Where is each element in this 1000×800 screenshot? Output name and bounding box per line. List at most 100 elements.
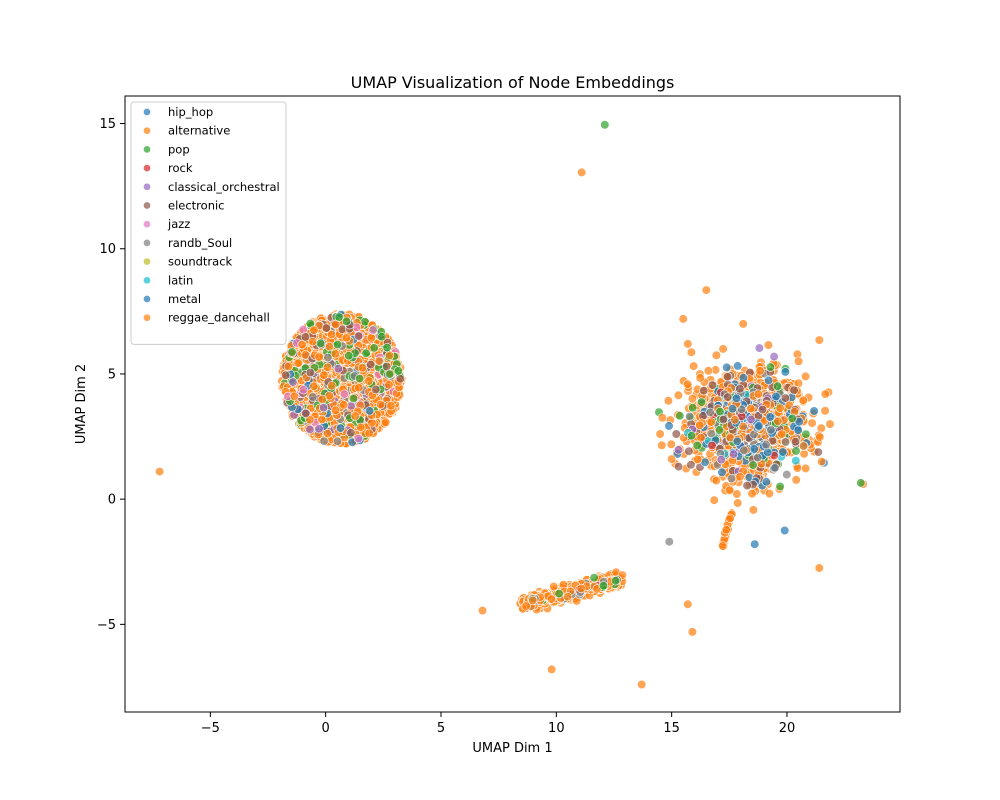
legend-marker xyxy=(143,108,151,116)
point-electronic xyxy=(723,392,733,402)
point-alternative xyxy=(528,595,538,606)
point-alternative xyxy=(356,422,366,432)
point-randb_Soul xyxy=(332,436,343,446)
point-electronic xyxy=(281,370,291,380)
point-reggae_dancehall xyxy=(764,489,775,499)
point-metal xyxy=(335,423,346,433)
point-electronic xyxy=(321,323,332,333)
point-alternative xyxy=(735,472,745,482)
point-classical_orchestral xyxy=(746,414,756,425)
legend-marker xyxy=(143,276,151,285)
point-jazz xyxy=(298,385,309,395)
point-reggae_dancehall xyxy=(655,429,665,439)
point-randb_Soul xyxy=(705,407,715,418)
point-alternative xyxy=(753,389,763,399)
point-classical_orchestral xyxy=(288,377,298,387)
legend-label-alternative: alternative xyxy=(168,124,230,138)
point-alternative xyxy=(703,366,714,376)
point-pop xyxy=(355,374,365,384)
point-pop xyxy=(856,478,866,488)
y-tick-label: 15 xyxy=(99,117,116,132)
point-alternative xyxy=(357,363,368,373)
point-pop xyxy=(589,573,599,583)
point-randb_Soul xyxy=(739,445,749,455)
point-alternative xyxy=(323,429,333,439)
point-randb_Soul xyxy=(726,474,737,484)
point-reggae_dancehall xyxy=(747,489,757,499)
point-hip_hop xyxy=(749,444,759,454)
point-hip_hop xyxy=(733,361,743,371)
point-electronic xyxy=(742,481,752,491)
point-metal xyxy=(765,412,775,422)
legend-label-rock: rock xyxy=(168,161,193,175)
point-alternative xyxy=(576,583,586,594)
point-reggae_dancehall xyxy=(721,525,731,535)
point-randb_Soul xyxy=(761,440,771,450)
point-alternative xyxy=(755,366,765,376)
point-reggae_dancehall xyxy=(800,371,811,382)
point-reggae_dancehall xyxy=(673,390,684,400)
point-reggae_dancehall xyxy=(666,439,676,449)
point-alternative xyxy=(798,441,809,451)
point-alternative xyxy=(693,454,703,465)
point-alternative xyxy=(309,325,319,335)
point-pop xyxy=(385,369,395,379)
point-alternative xyxy=(798,395,808,405)
point-reggae_dancehall xyxy=(711,350,722,360)
point-alternative xyxy=(775,403,785,413)
legend-marker xyxy=(143,257,151,266)
point-reggae_dancehall xyxy=(814,335,824,345)
point-alternative xyxy=(297,340,307,350)
point-hip_hop xyxy=(780,367,791,377)
point-pop xyxy=(287,347,297,357)
legend-label-pop: pop xyxy=(168,142,190,156)
point-hip_hop xyxy=(732,436,742,446)
legend-marker xyxy=(143,220,151,229)
legend-marker xyxy=(143,201,151,210)
point-reggae_dancehall xyxy=(820,406,830,416)
legend-label-electronic: electronic xyxy=(168,199,225,213)
legend-marker xyxy=(143,295,151,303)
point-randb_Soul xyxy=(782,470,792,480)
point-electronic xyxy=(371,385,381,395)
point-reggae_dancehall xyxy=(687,394,698,404)
point-electronic xyxy=(723,372,733,382)
point-reggae_dancehall xyxy=(807,418,817,428)
point-reggae_dancehall xyxy=(814,563,824,573)
point-reggae_dancehall xyxy=(547,664,557,675)
point-rock xyxy=(707,440,717,451)
point-alternative xyxy=(793,356,804,366)
point-pop xyxy=(787,413,797,424)
point-randb_Soul xyxy=(685,411,695,422)
point-hip_hop xyxy=(738,373,749,383)
point-pop xyxy=(775,481,785,492)
point-hip_hop xyxy=(763,447,773,458)
point-electronic xyxy=(300,332,311,342)
x-axis-label: UMAP Dim 1 xyxy=(472,741,552,756)
legend-marker xyxy=(143,145,151,154)
legend-marker xyxy=(143,182,151,191)
point-alternative xyxy=(366,333,376,343)
point-classical_orchestral xyxy=(728,449,739,459)
point-alternative xyxy=(815,432,825,442)
x-tick-label: −5 xyxy=(201,721,220,736)
x-tick-label: 5 xyxy=(437,721,445,736)
point-randb_Soul xyxy=(664,537,674,547)
point-pop xyxy=(772,381,783,391)
point-metal xyxy=(763,375,774,386)
point-alternative xyxy=(330,405,341,415)
point-reggae_dancehall xyxy=(637,679,647,690)
y-tick-label: 5 xyxy=(108,367,116,382)
point-classical_orchestral xyxy=(305,424,315,435)
point-electronic xyxy=(684,446,694,456)
point-classical_orchestral xyxy=(673,445,684,455)
legend-marker xyxy=(143,126,151,135)
point-reggae_dancehall xyxy=(381,417,391,427)
point-hip_hop xyxy=(717,467,727,477)
point-electronic xyxy=(735,384,745,394)
point-pop xyxy=(748,460,758,470)
legend-label-reggae_dancehall: reggae_dancehall xyxy=(168,311,270,325)
legend-label-jazz: jazz xyxy=(167,217,190,231)
point-electronic xyxy=(790,437,801,447)
legend-label-metal: metal xyxy=(168,292,201,306)
